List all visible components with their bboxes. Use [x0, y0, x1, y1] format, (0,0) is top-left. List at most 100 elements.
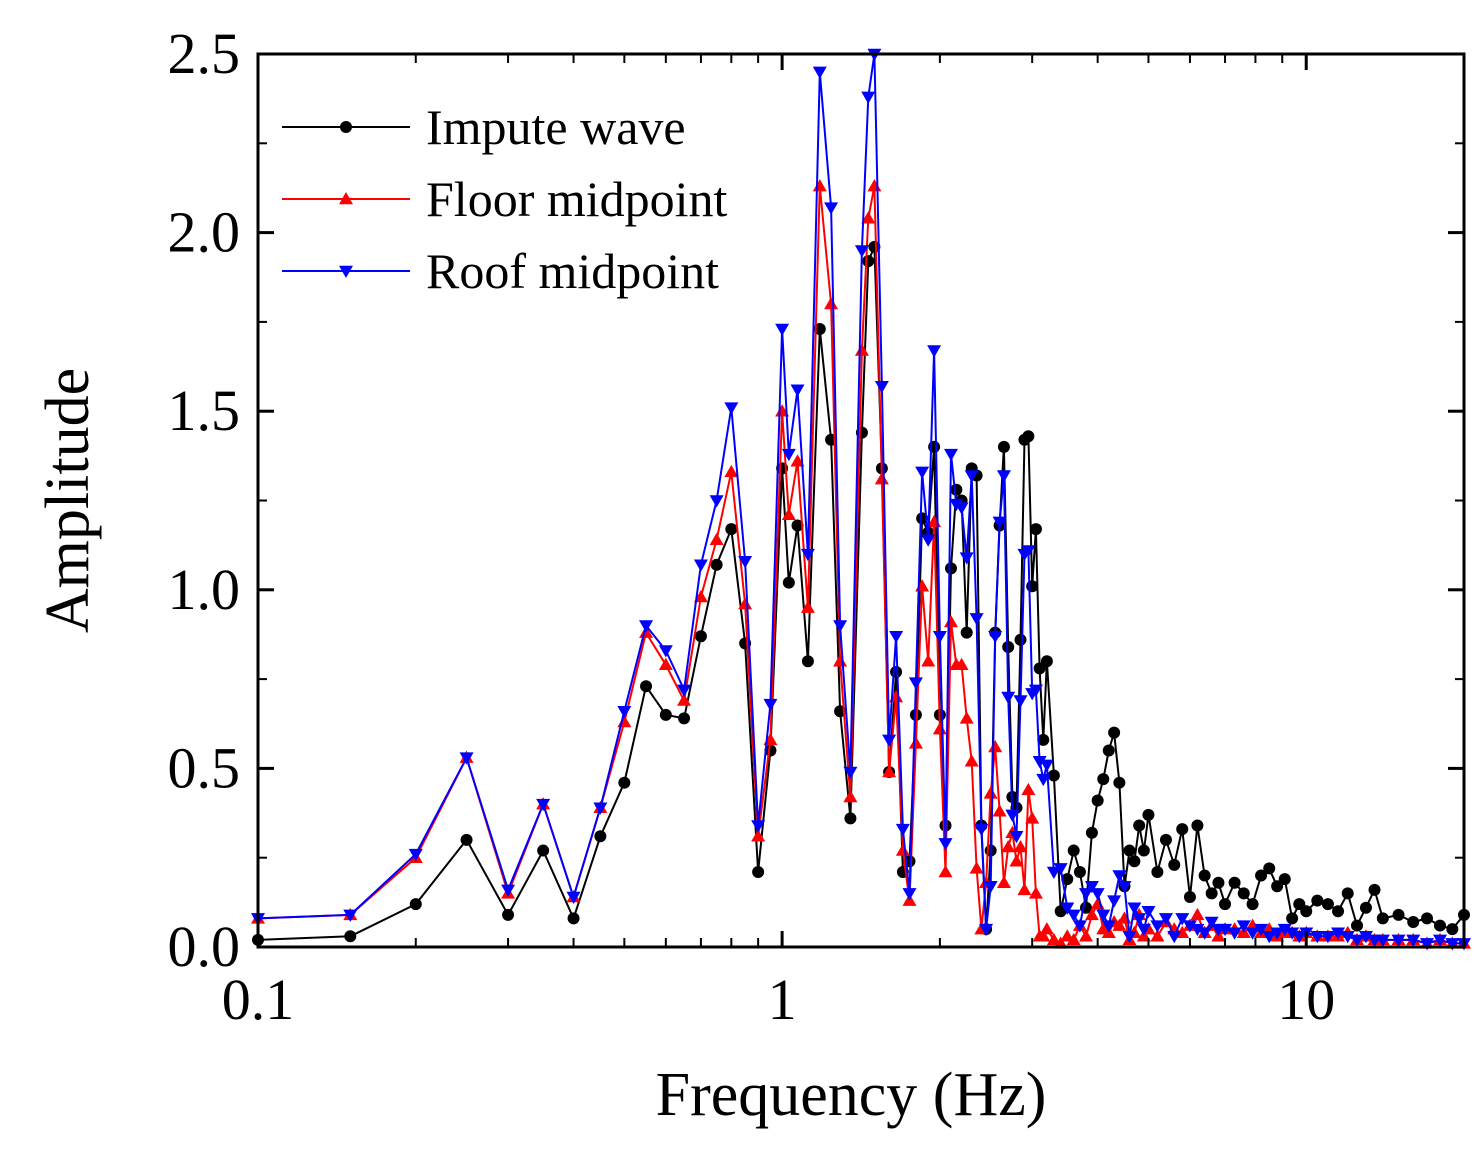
x-tick-label: 1	[768, 967, 797, 1032]
data-point	[1137, 844, 1150, 857]
data-point	[1175, 913, 1190, 926]
data-point	[710, 558, 723, 571]
data-point	[640, 680, 653, 693]
data-point	[1108, 726, 1121, 739]
data-point	[1368, 883, 1381, 896]
data-point	[1013, 695, 1028, 708]
series-impute-wave	[252, 240, 1470, 946]
data-point	[928, 440, 941, 453]
data-point	[1332, 905, 1345, 918]
series-layer	[251, 48, 1471, 951]
data-point	[1102, 744, 1115, 757]
data-point	[1245, 927, 1260, 940]
data-point	[1021, 545, 1036, 558]
data-point	[694, 630, 707, 643]
data-point	[618, 776, 631, 789]
data-point	[861, 91, 876, 104]
data-point	[1321, 898, 1334, 911]
data-point	[1271, 880, 1284, 893]
data-point	[1039, 759, 1054, 772]
x-axis-title: Frequency (Hz)	[656, 1061, 1047, 1129]
data-point	[1005, 809, 1020, 822]
data-point	[1375, 934, 1390, 947]
data-point	[1039, 922, 1054, 935]
y-tick-label: 0.5	[168, 735, 241, 800]
data-point	[1167, 931, 1182, 944]
data-point	[943, 448, 958, 462]
data-point	[1236, 920, 1251, 933]
data-point	[1132, 913, 1147, 926]
data-point	[1311, 894, 1324, 907]
data-point	[1047, 769, 1060, 782]
data-point	[751, 820, 766, 833]
data-point	[693, 589, 708, 603]
data-point	[988, 630, 1003, 644]
data-point	[868, 240, 881, 253]
data-point	[882, 734, 897, 747]
data-point	[1227, 927, 1242, 940]
data-point	[408, 848, 423, 862]
data-point	[1358, 931, 1373, 944]
data-point	[1285, 927, 1300, 940]
legend-label: Floor midpoint	[426, 171, 728, 227]
data-point	[812, 66, 827, 79]
data-point	[902, 888, 917, 901]
data-point	[343, 909, 358, 922]
data-point	[1022, 430, 1035, 443]
data-point	[1420, 938, 1435, 951]
data-point	[1168, 858, 1181, 871]
legend: Impute wave Floor midpoint Roof midpoint	[282, 99, 728, 299]
data-point	[992, 804, 1007, 817]
data-point	[763, 698, 778, 712]
data-point	[724, 402, 739, 415]
y-tick-label: 0.0	[168, 914, 241, 979]
data-point	[791, 519, 804, 532]
data-point	[738, 597, 753, 610]
legend-marker	[339, 265, 353, 278]
data-point	[890, 665, 903, 678]
data-point	[1341, 887, 1354, 900]
data-point	[959, 711, 974, 724]
data-point	[1017, 882, 1032, 896]
data-point	[932, 630, 947, 644]
data-point	[1127, 902, 1142, 915]
data-point	[1060, 902, 1075, 915]
data-point	[964, 754, 979, 767]
data-point	[997, 440, 1010, 453]
data-point	[1176, 823, 1189, 836]
legend-item: Floor midpoint	[282, 171, 728, 227]
data-point	[566, 891, 581, 904]
data-point	[1198, 869, 1211, 882]
data-point	[938, 838, 953, 851]
data-point	[1190, 907, 1205, 921]
data-point	[1182, 920, 1197, 933]
data-point	[1150, 929, 1165, 942]
data-point	[964, 470, 979, 483]
data-point	[800, 548, 815, 562]
data-point	[874, 472, 889, 485]
data-point	[1046, 932, 1061, 946]
y-axis-title: Amplitude	[34, 368, 102, 633]
data-point	[1141, 906, 1156, 919]
data-point	[908, 736, 923, 749]
data-point	[943, 614, 958, 628]
data-point	[1142, 808, 1155, 821]
data-point	[593, 802, 608, 815]
data-point	[782, 576, 795, 589]
data-point	[1101, 920, 1116, 933]
data-point	[1078, 888, 1093, 901]
data-point	[969, 613, 984, 626]
data-point	[1151, 865, 1164, 878]
data-point	[983, 786, 998, 799]
data-point	[567, 912, 580, 925]
data-point	[1133, 819, 1146, 832]
data-point	[764, 744, 777, 757]
data-point	[1183, 890, 1196, 903]
data-point	[502, 908, 515, 921]
data-point	[1026, 580, 1039, 593]
data-point	[1029, 523, 1042, 536]
data-point	[781, 507, 796, 521]
data-point	[1122, 931, 1137, 944]
data-point	[1300, 905, 1313, 918]
